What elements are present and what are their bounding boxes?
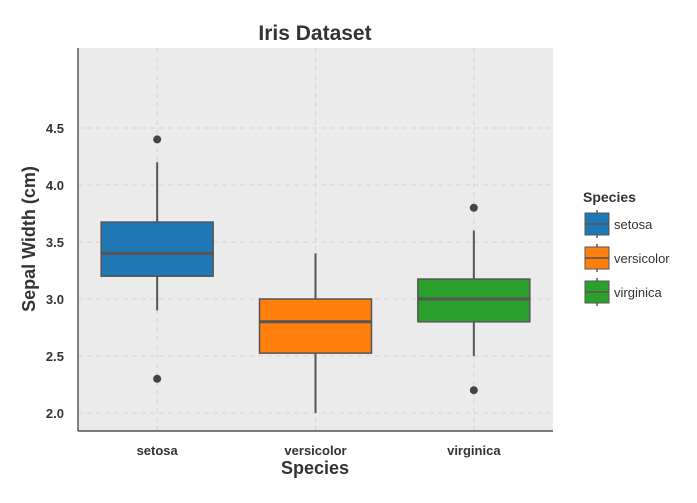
axes [77, 48, 553, 432]
y-axis-label: Sepal Width (cm) [19, 166, 39, 312]
box-virginica [417, 203, 531, 395]
box-series [100, 135, 531, 413]
x-tick-labels: setosa versicolor virginica [137, 443, 502, 458]
outlier-point [469, 203, 478, 212]
chart-title: Iris Dataset [258, 22, 371, 45]
x-axis-label: Species [281, 458, 349, 478]
legend-item-setosa: setosa [584, 210, 653, 238]
y-tick-label: 4.5 [46, 121, 64, 136]
outlier-point [153, 135, 162, 144]
legend-title: Species [583, 189, 636, 205]
y-tick-label: 3.5 [46, 235, 64, 250]
x-tick-label: virginica [447, 443, 501, 458]
iqr-box [258, 298, 373, 354]
y-tick-label: 2.0 [46, 406, 64, 421]
y-tick-label: 3.0 [46, 292, 64, 307]
x-tick-label: versicolor [284, 443, 346, 458]
y-tick-label: 4.0 [46, 178, 64, 193]
legend-item-virginica: virginica [584, 278, 662, 306]
iqr-box [100, 221, 214, 277]
box-versicolor [258, 253, 373, 413]
legend-label: versicolor [614, 251, 670, 266]
legend-item-versicolor: versicolor [584, 244, 670, 272]
legend-label: setosa [614, 217, 653, 232]
y-tick-label: 2.5 [46, 349, 64, 364]
outlier-point [469, 386, 478, 395]
outlier-point [153, 374, 162, 383]
legend-label: virginica [614, 285, 662, 300]
x-tick-label: setosa [137, 443, 179, 458]
y-tick-labels: 2.0 2.5 3.0 3.5 4.0 4.5 [46, 121, 64, 421]
legend: Species setosa versicolor virginica [583, 189, 670, 306]
box-setosa [100, 135, 214, 383]
